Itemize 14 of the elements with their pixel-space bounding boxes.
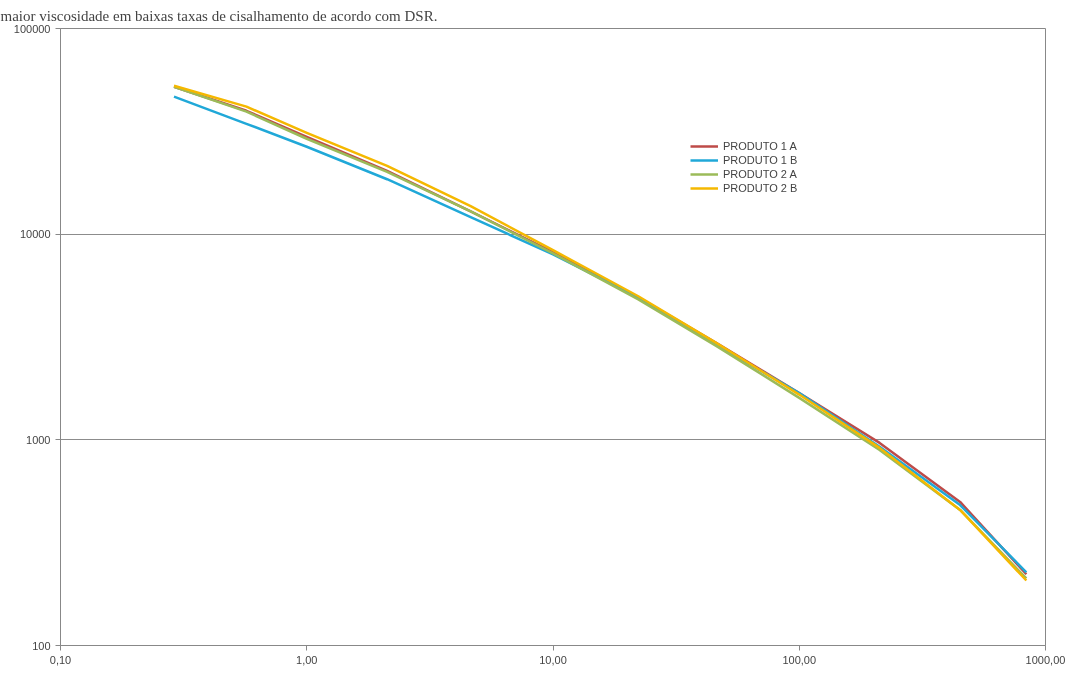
x-tick-label: 10,00: [539, 653, 567, 666]
x-tick-label: 1000,00: [1025, 653, 1066, 666]
text: maior viscosidade em baixas taxas de cisalhamento de acordo com DSR.: [0, 7, 438, 24]
legend-label: PRODUTO 2 B: [723, 181, 798, 195]
x-tick-label: 1,00: [296, 653, 318, 666]
y-tick-label: 1000: [26, 433, 51, 446]
legend-label: PRODUTO 2 A: [723, 167, 797, 181]
y-tick-label: 10000: [19, 228, 51, 241]
y-tick-label: 100000: [13, 22, 51, 35]
x-tick-label: 0,10: [49, 653, 72, 666]
x-tick-label: 100,00: [782, 653, 817, 666]
y-tick-label: 100: [32, 639, 51, 652]
legend-label: PRODUTO 1 A: [723, 139, 797, 153]
legend-label: PRODUTO 1 B: [723, 153, 798, 167]
